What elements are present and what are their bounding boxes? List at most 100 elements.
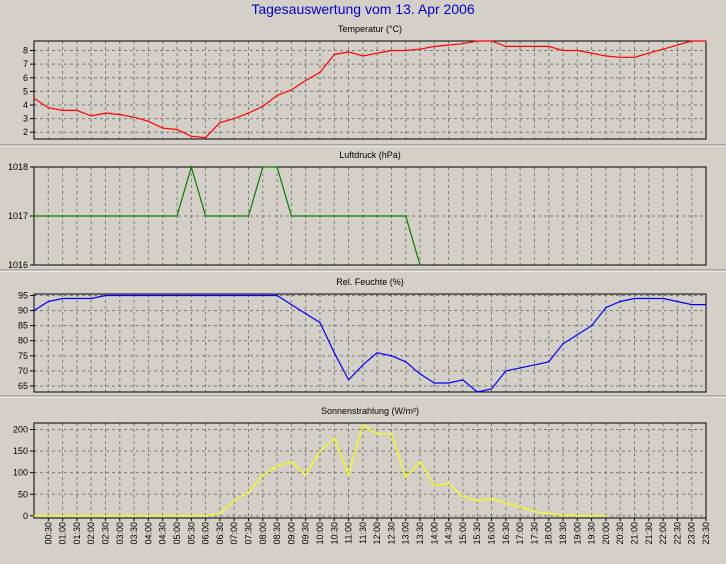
y-tick-label: 75	[18, 351, 28, 361]
x-tick-label: 19:00	[572, 522, 582, 545]
data-point	[648, 52, 650, 54]
x-tick-label: 18:00	[544, 522, 554, 545]
x-tick-label: 15:00	[458, 522, 468, 545]
data-point	[104, 112, 107, 114]
data-point	[290, 304, 292, 306]
data-point	[376, 52, 378, 54]
data-point	[476, 500, 478, 502]
data-point	[662, 297, 664, 300]
data-point	[433, 485, 435, 487]
data-point	[433, 45, 435, 48]
data-point	[490, 388, 493, 390]
series-line	[33, 40, 706, 139]
data-point	[490, 40, 493, 42]
data-point	[247, 112, 250, 114]
x-tick-label: 06:30	[215, 522, 225, 545]
data-point	[519, 506, 521, 508]
data-point	[419, 264, 421, 266]
data-point	[462, 43, 464, 45]
x-tick-label: 13:30	[415, 522, 425, 545]
data-point	[333, 54, 335, 56]
data-point	[290, 461, 292, 463]
data-point	[505, 370, 507, 372]
data-point	[176, 215, 178, 217]
data-point	[576, 515, 578, 517]
x-tick-label: 05:30	[186, 522, 196, 545]
y-tick-label: 8	[23, 46, 28, 56]
y-tick-label: 80	[18, 336, 28, 346]
y-tick-label: 1017	[8, 211, 28, 221]
data-point	[405, 215, 407, 217]
x-tick-label: 08:30	[272, 522, 282, 545]
panel-title: Luftdruck (hPa)	[339, 150, 401, 160]
x-tick-label: 07:30	[244, 522, 254, 545]
data-point	[290, 215, 292, 217]
data-point	[205, 515, 207, 517]
data-point	[462, 379, 464, 381]
data-point	[76, 297, 78, 300]
x-tick-label: 23:00	[687, 522, 697, 545]
data-point	[633, 56, 636, 58]
y-tick-label: 50	[18, 489, 28, 499]
y-tick-label: 70	[18, 366, 28, 376]
data-point	[419, 48, 421, 50]
data-point	[119, 294, 121, 297]
data-point	[262, 166, 264, 168]
x-tick-label: 07:00	[229, 522, 239, 545]
data-point	[448, 44, 450, 46]
data-point	[62, 297, 64, 300]
data-point	[419, 461, 421, 463]
plot-background	[34, 423, 706, 518]
data-point	[276, 465, 278, 467]
data-point	[76, 109, 78, 111]
data-point	[562, 343, 564, 345]
data-point	[233, 500, 235, 502]
data-point	[205, 137, 207, 139]
data-point	[476, 40, 478, 42]
data-point	[490, 498, 493, 500]
x-tick-label: 05:00	[172, 522, 182, 545]
data-point	[676, 44, 679, 46]
y-tick-label: 95	[18, 291, 28, 301]
data-point	[119, 113, 121, 116]
x-tick-label: 10:00	[315, 522, 325, 545]
data-point	[405, 361, 407, 363]
x-tick-label: 20:30	[615, 522, 625, 545]
data-point	[319, 71, 321, 73]
data-point	[605, 55, 607, 57]
x-tick-label: 21:30	[644, 522, 654, 545]
data-point	[33, 310, 35, 312]
data-point	[305, 474, 307, 476]
data-point	[262, 105, 264, 107]
data-point	[290, 89, 292, 91]
data-point	[533, 364, 536, 366]
data-point	[605, 307, 607, 309]
data-point	[348, 51, 350, 53]
x-tick-label: 12:00	[372, 522, 382, 545]
data-point	[247, 215, 250, 217]
data-point	[405, 476, 407, 478]
x-tick-label: 16:30	[501, 522, 511, 545]
data-point	[262, 474, 264, 476]
data-point	[562, 514, 564, 516]
data-point	[147, 120, 149, 122]
y-tick-label: 2	[23, 127, 28, 137]
data-point	[676, 300, 679, 303]
data-point	[133, 116, 135, 118]
data-point	[576, 334, 578, 336]
data-point	[548, 513, 550, 515]
data-point	[591, 52, 593, 54]
data-point	[305, 79, 307, 82]
x-tick-label: 22:00	[658, 522, 668, 545]
data-point	[90, 297, 92, 300]
data-point	[519, 367, 521, 369]
data-point	[176, 128, 178, 131]
x-tick-label: 10:30	[329, 522, 339, 545]
data-point	[705, 40, 707, 42]
data-point	[348, 379, 350, 381]
panel-title: Sonnenstrahlung (W/m²)	[321, 406, 419, 416]
y-tick-label: 1016	[8, 260, 28, 270]
data-point	[47, 300, 49, 303]
data-point	[662, 48, 664, 50]
series-line	[34, 164, 421, 266]
